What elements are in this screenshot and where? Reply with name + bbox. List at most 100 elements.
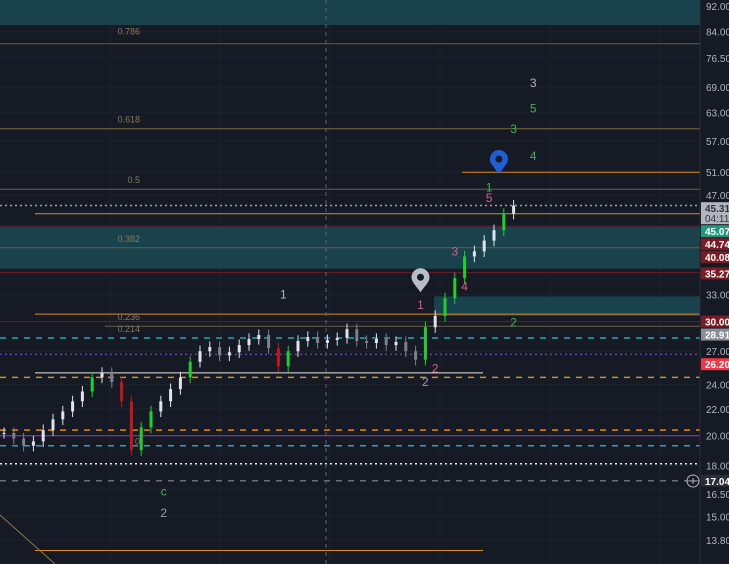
candle-body bbox=[267, 335, 271, 349]
candle-body bbox=[227, 352, 231, 356]
candle-body bbox=[41, 430, 45, 442]
fib-labels: 0.786 0.618 0.5 0.382 0.236 0.214 0 bbox=[117, 27, 140, 447]
candle-body bbox=[374, 338, 378, 344]
candle-body bbox=[169, 389, 173, 402]
candle-body bbox=[423, 327, 427, 360]
price-tick-label: 63.00 bbox=[706, 109, 729, 120]
candle-body bbox=[80, 391, 84, 402]
price-tick-label: 33.00 bbox=[706, 291, 729, 302]
price-axis-ticks: 92.00 84.00 76.50 69.00 63.00 57.00 51.00 47.00… bbox=[706, 2, 729, 547]
wave-label: 2 bbox=[510, 316, 517, 330]
candle-body bbox=[31, 441, 35, 446]
candle-body bbox=[453, 278, 457, 299]
price-badge bbox=[701, 358, 729, 371]
wave-label: 1 bbox=[417, 298, 424, 312]
candle-body bbox=[51, 419, 55, 431]
price-badge bbox=[701, 267, 729, 280]
wave-label: 5 bbox=[530, 101, 537, 115]
candle-body bbox=[100, 372, 104, 378]
price-badge bbox=[701, 251, 729, 264]
price-badge-label: 30.00 bbox=[705, 318, 729, 329]
candle-body bbox=[198, 351, 202, 362]
wave-label: 4 bbox=[461, 279, 468, 293]
crosshair-add-button[interactable] bbox=[686, 474, 700, 488]
price-tick-label: 76.50 bbox=[706, 54, 729, 65]
fib-label: 0.236 bbox=[117, 312, 140, 322]
bar-countdown: 04:11 bbox=[705, 214, 729, 225]
wave-label: c bbox=[161, 485, 167, 499]
price-badge bbox=[701, 225, 729, 238]
price-badge-label: 44.74 bbox=[705, 240, 729, 251]
fib-label: 0.786 bbox=[117, 27, 140, 37]
fib-label: 0 bbox=[135, 436, 140, 446]
candle-body bbox=[61, 411, 65, 420]
price-badge bbox=[701, 315, 729, 328]
wave-label: 2 bbox=[422, 375, 429, 389]
fib-label: 0.5 bbox=[127, 175, 140, 185]
price-badge-label: 17.04 bbox=[705, 477, 729, 488]
wave-label: 1 bbox=[280, 288, 287, 302]
candle-body bbox=[71, 401, 75, 412]
price-badge-label: 45.31 bbox=[705, 204, 729, 215]
candle-body bbox=[296, 340, 300, 352]
price-badge-label: 28.91 bbox=[705, 331, 729, 342]
price-tick-label: 57.00 bbox=[706, 137, 729, 148]
price-tick-label: 15.00 bbox=[706, 513, 729, 524]
price-axis-background bbox=[700, 0, 729, 564]
candle-body bbox=[22, 438, 26, 446]
candle-body bbox=[384, 338, 388, 346]
markers[interactable] bbox=[411, 150, 508, 293]
candle-body bbox=[188, 361, 192, 378]
candle-body bbox=[306, 336, 310, 341]
price-badge bbox=[701, 474, 729, 487]
wave-label: 3 bbox=[510, 122, 517, 136]
price-tick-label: 69.00 bbox=[706, 83, 729, 94]
price-axis[interactable] bbox=[699, 0, 729, 564]
candle-body bbox=[355, 329, 359, 341]
candle-body bbox=[394, 341, 398, 346]
price-badge bbox=[701, 328, 729, 341]
candle-body bbox=[463, 256, 467, 279]
zones bbox=[0, 0, 700, 316]
candle-body bbox=[120, 382, 124, 402]
location-pin-icon[interactable] bbox=[411, 268, 430, 293]
price-tick-label: 47.00 bbox=[706, 191, 729, 202]
price-tick-label: 24.00 bbox=[706, 380, 729, 391]
wave-label: 2 bbox=[160, 506, 167, 520]
candle-body bbox=[414, 351, 418, 360]
candle-body bbox=[129, 401, 133, 451]
candle-body bbox=[335, 337, 339, 340]
candle-body bbox=[286, 351, 290, 367]
candle-body bbox=[404, 341, 408, 352]
horizontal-levels bbox=[0, 43, 700, 564]
candle-body bbox=[159, 401, 163, 412]
candle-body bbox=[178, 377, 182, 390]
candle-body bbox=[247, 338, 251, 346]
price-tick-label: 84.00 bbox=[706, 28, 729, 39]
candle-body bbox=[110, 372, 114, 383]
fib-label: 0.618 bbox=[117, 114, 140, 124]
candle-body bbox=[433, 315, 437, 328]
grid bbox=[0, 5, 700, 541]
candle-body bbox=[365, 340, 369, 344]
price-badge bbox=[701, 238, 729, 251]
candle-body bbox=[492, 230, 496, 241]
candle-body bbox=[218, 347, 222, 356]
price-badge bbox=[701, 202, 729, 225]
wave-label: 4 bbox=[530, 149, 537, 163]
price-badge-label: 40.08 bbox=[705, 253, 729, 264]
trend-line bbox=[0, 514, 56, 564]
price-tick-label: 18.00 bbox=[706, 461, 729, 472]
price-tick-label: 20.00 bbox=[706, 432, 729, 443]
price-badge-label: 35.27 bbox=[705, 269, 729, 280]
candle-body bbox=[237, 345, 241, 353]
location-pin-icon[interactable] bbox=[489, 150, 508, 175]
candle-body bbox=[325, 339, 329, 344]
price-tick-label: 22.00 bbox=[706, 405, 729, 416]
fib-label: 0.382 bbox=[117, 234, 140, 244]
wave-label: 3 bbox=[451, 244, 458, 258]
zone-box bbox=[0, 0, 700, 26]
candle-body bbox=[512, 205, 516, 214]
